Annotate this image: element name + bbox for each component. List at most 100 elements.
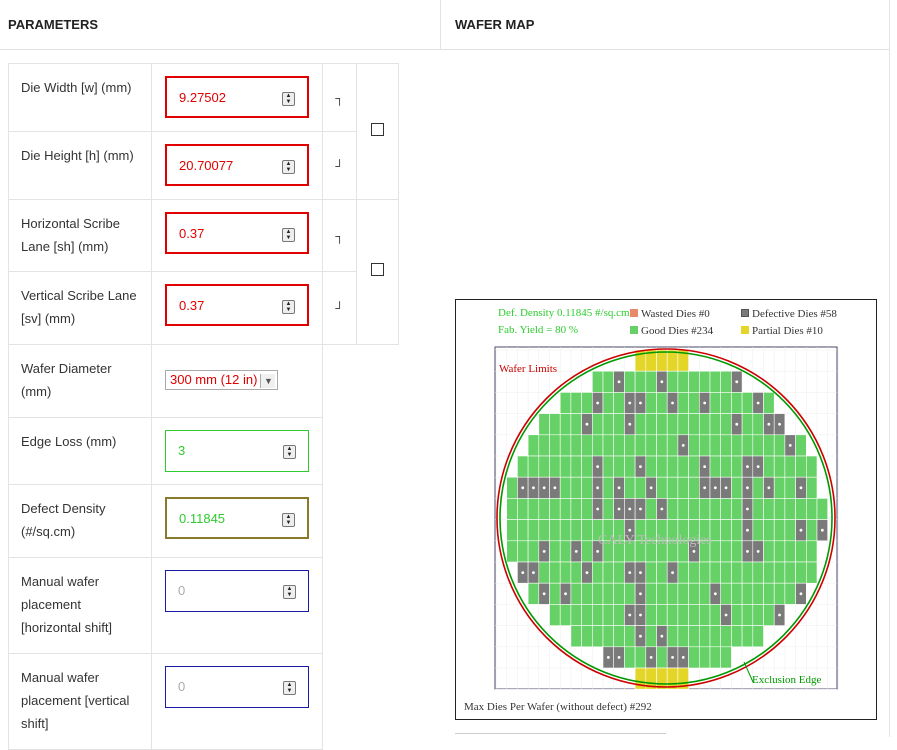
good-die bbox=[527, 540, 540, 563]
v-scribe-input[interactable]: 0.37 ▲ ▼ bbox=[165, 284, 309, 326]
partial-die bbox=[666, 349, 679, 372]
good-die bbox=[752, 498, 764, 520]
good-die bbox=[688, 604, 700, 626]
good-die bbox=[709, 604, 721, 626]
die-width-input[interactable]: 9.27502 ▲ ▼ bbox=[165, 76, 309, 118]
good-die bbox=[688, 434, 700, 457]
v-scribe-label: Vertical Scribe Lane [sv] (mm) bbox=[8, 271, 152, 345]
good-die bbox=[720, 413, 732, 436]
good-die bbox=[752, 561, 764, 584]
good-die bbox=[559, 540, 572, 563]
good-die bbox=[549, 604, 561, 626]
good-die bbox=[570, 434, 582, 457]
good-die bbox=[559, 476, 572, 499]
good-die bbox=[677, 561, 689, 584]
good-die bbox=[602, 455, 614, 478]
good-die bbox=[570, 582, 582, 605]
good-die bbox=[506, 476, 518, 499]
good-die bbox=[549, 434, 561, 457]
good-die bbox=[570, 498, 582, 520]
good-die bbox=[517, 540, 529, 563]
good-die bbox=[677, 604, 689, 626]
good-die bbox=[795, 455, 807, 478]
good-die bbox=[549, 455, 561, 478]
defect-dot bbox=[756, 550, 760, 553]
right-divider bbox=[889, 0, 890, 737]
good-die bbox=[677, 455, 689, 478]
good-die bbox=[773, 434, 786, 457]
wafer-diameter-select[interactable]: 300 mm (12 in) ▼ bbox=[165, 370, 279, 390]
die-height-input[interactable]: 20.70077 ▲ ▼ bbox=[165, 144, 309, 186]
good-die bbox=[763, 561, 775, 584]
spinner-icon[interactable]: ▲ ▼ bbox=[283, 585, 296, 599]
good-die bbox=[613, 434, 625, 457]
good-die bbox=[559, 392, 572, 414]
good-die bbox=[720, 498, 732, 520]
good-die bbox=[602, 370, 614, 393]
h-scribe-input[interactable]: 0.37 ▲ ▼ bbox=[165, 212, 309, 254]
good-die bbox=[677, 625, 689, 648]
good-die bbox=[720, 434, 732, 457]
good-die bbox=[720, 625, 732, 648]
good-die bbox=[592, 413, 604, 436]
good-die bbox=[538, 519, 550, 542]
v-shift-input[interactable]: 0 ▲ ▼ bbox=[165, 666, 309, 708]
good-die bbox=[581, 604, 593, 626]
spinner-icon[interactable]: ▲ ▼ bbox=[282, 300, 295, 314]
good-die bbox=[570, 413, 582, 436]
spinner-icon[interactable]: ▲ ▼ bbox=[282, 228, 295, 242]
good-die bbox=[752, 413, 764, 436]
good-die bbox=[699, 498, 711, 520]
good-die bbox=[731, 561, 743, 584]
defect-dot bbox=[799, 486, 803, 490]
defect-dot bbox=[746, 550, 749, 553]
spinner-icon[interactable]: ▲ ▼ bbox=[283, 445, 296, 459]
defect-dot bbox=[542, 486, 546, 490]
good-die bbox=[570, 625, 582, 648]
good-die bbox=[784, 561, 796, 584]
defect-dot bbox=[713, 486, 717, 490]
good-die bbox=[709, 370, 721, 393]
good-die bbox=[720, 455, 732, 478]
good-die bbox=[720, 540, 732, 563]
good-die bbox=[677, 498, 689, 520]
defect-dot bbox=[585, 422, 589, 426]
defect-dot bbox=[532, 571, 535, 574]
good-die bbox=[699, 434, 711, 457]
good-die bbox=[699, 646, 711, 669]
good-die bbox=[570, 604, 582, 626]
spinner-icon[interactable]: ▲ ▼ bbox=[283, 681, 296, 695]
good-die bbox=[527, 498, 540, 520]
good-die bbox=[559, 434, 572, 457]
good-die bbox=[805, 455, 818, 478]
good-die bbox=[752, 519, 764, 542]
lock-scribe-checkbox[interactable] bbox=[371, 263, 384, 276]
spinner-icon[interactable]: ▲ ▼ bbox=[282, 160, 295, 174]
good-die bbox=[752, 582, 764, 605]
defect-dot bbox=[639, 634, 642, 638]
defect-dot bbox=[671, 571, 674, 574]
good-die bbox=[613, 604, 625, 626]
defect-dot bbox=[703, 486, 707, 490]
good-die bbox=[581, 625, 593, 648]
defect-dot bbox=[671, 656, 674, 659]
good-die bbox=[570, 519, 582, 542]
h-shift-input[interactable]: 0 ▲ ▼ bbox=[165, 570, 309, 612]
edge-loss-input[interactable]: 3 ▲ ▼ bbox=[165, 430, 309, 472]
good-die bbox=[677, 476, 689, 499]
lock-dimensions-checkbox[interactable] bbox=[371, 122, 384, 136]
good-die bbox=[549, 519, 561, 542]
good-die bbox=[720, 392, 732, 414]
wafer-limits-label: Wafer Limits bbox=[499, 363, 558, 375]
good-die bbox=[731, 498, 743, 520]
defect-dot bbox=[639, 613, 642, 617]
good-die bbox=[741, 434, 754, 457]
good-die bbox=[645, 498, 657, 520]
spinner-icon[interactable]: ▲ ▼ bbox=[282, 92, 295, 106]
good-die bbox=[666, 370, 679, 393]
spinner-icon[interactable]: ▲ ▼ bbox=[282, 513, 295, 527]
defect-dot bbox=[617, 656, 621, 659]
defect-density-input[interactable]: 0.11845 ▲ ▼ bbox=[165, 497, 309, 539]
good-die bbox=[517, 519, 529, 542]
defect-dot bbox=[628, 401, 632, 405]
